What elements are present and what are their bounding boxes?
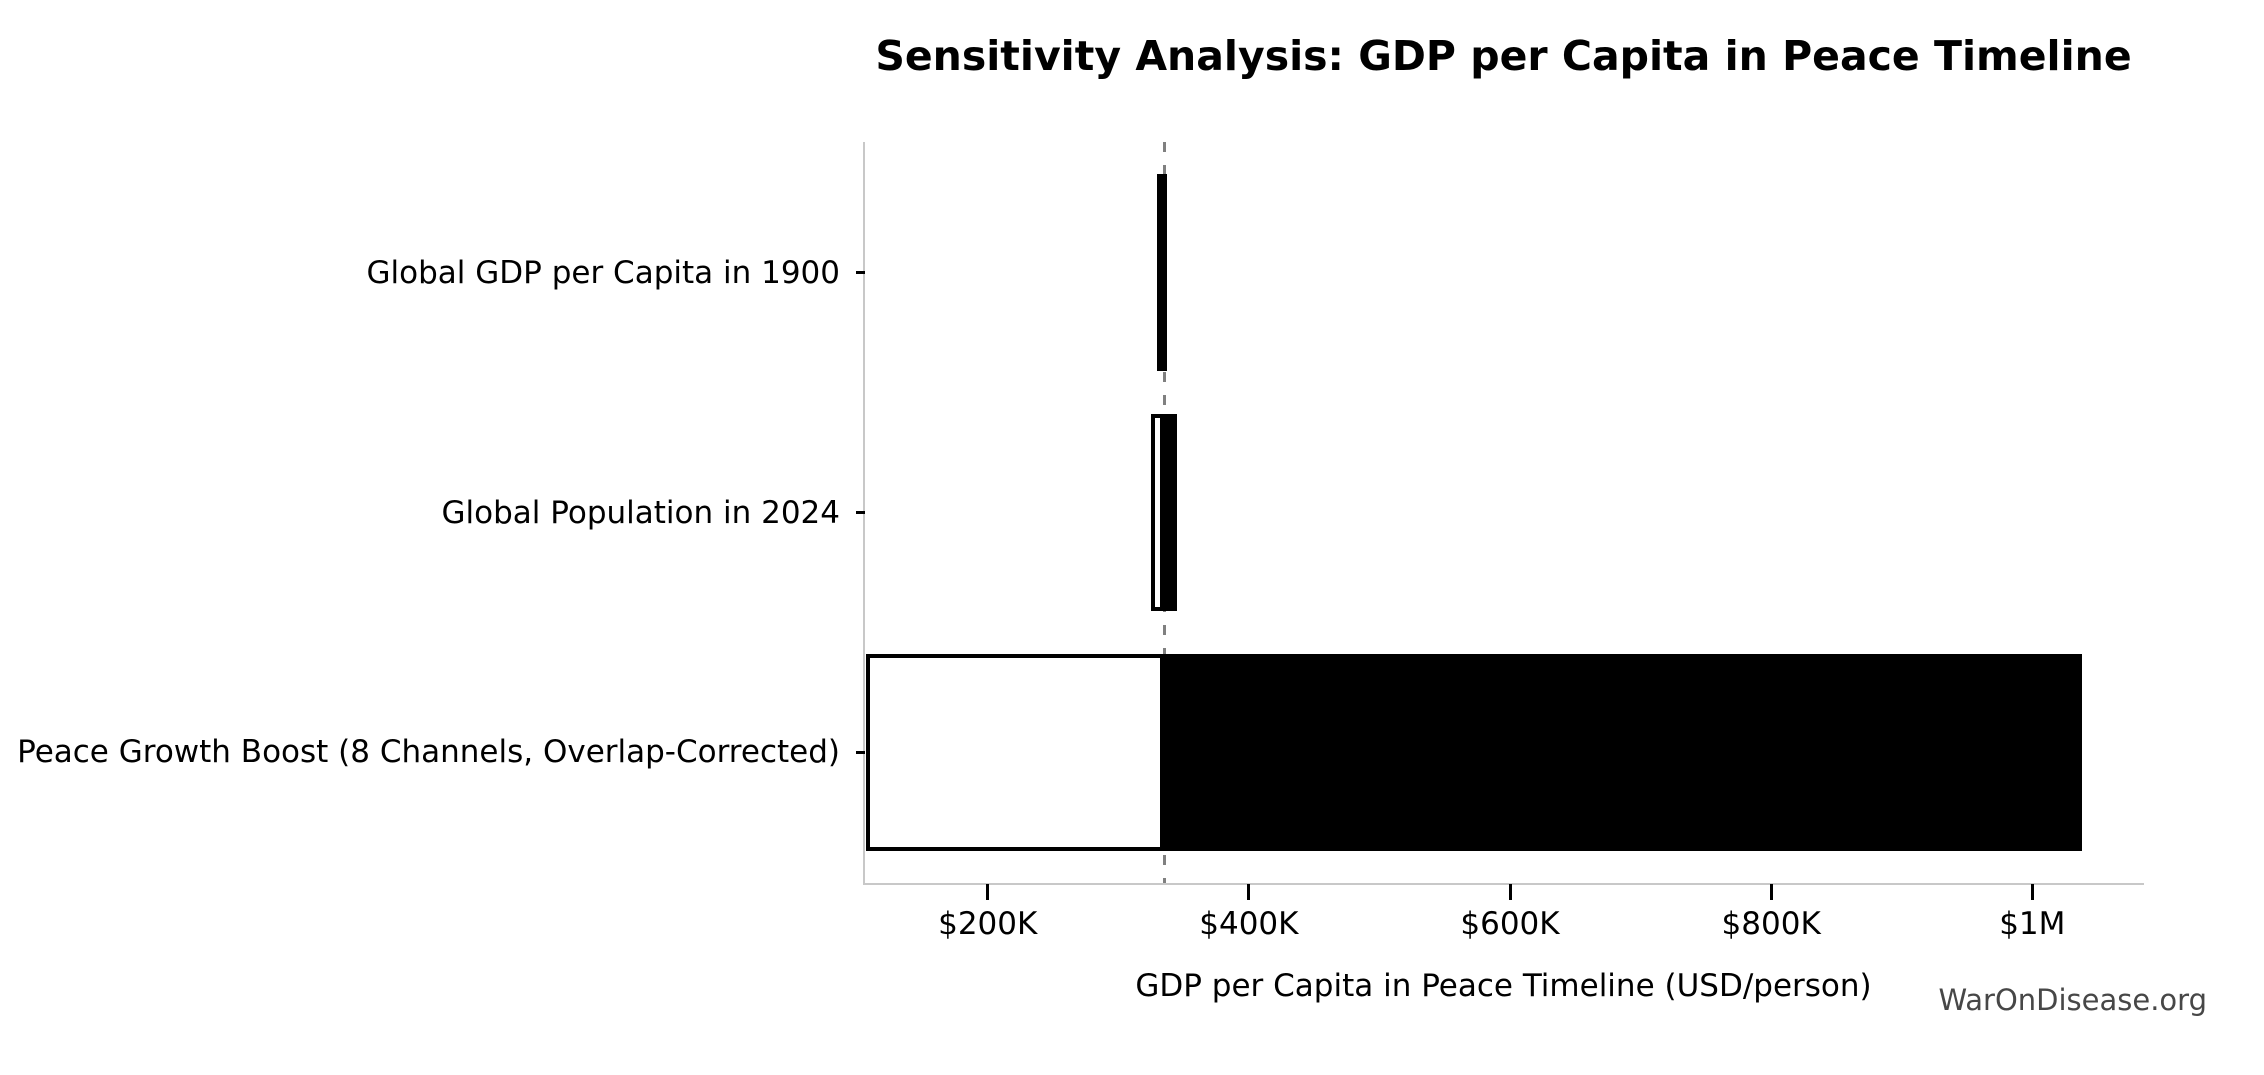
x-axis-tick-mark — [2030, 884, 2034, 900]
x-axis-tick-mark — [1247, 884, 1251, 900]
x-axis-tick-label: $200K — [938, 906, 1038, 942]
x-axis-tick-label: $800K — [1721, 906, 1821, 942]
x-axis-label: GDP per Capita in Peace Timeline (USD/pe… — [1135, 968, 1872, 1004]
y-axis-category-label: Peace Growth Boost (8 Channels, Overlap-… — [17, 734, 840, 771]
y-axis-tick-mark — [856, 271, 865, 275]
watermark-text: WarOnDisease.org — [1938, 983, 2207, 1017]
y-axis-category-label: Global Population in 2024 — [441, 494, 840, 531]
bar-high-segment — [1164, 174, 1167, 371]
y-axis-category-label: Global GDP per Capita in 1900 — [366, 254, 840, 291]
x-axis-tick-mark — [986, 884, 990, 900]
x-axis-tick-mark — [1769, 884, 1773, 900]
bar-low-segment — [866, 654, 1164, 851]
y-axis-tick-mark — [856, 511, 865, 514]
x-axis-tick-mark — [1508, 884, 1512, 900]
y-axis-tick-mark — [856, 750, 865, 754]
bar-high-segment — [1164, 414, 1178, 611]
chart-title: Sensitivity Analysis: GDP per Capita in … — [875, 32, 2132, 80]
bar-low-segment — [1150, 414, 1164, 611]
bar-high-segment — [1164, 654, 2082, 851]
bar-low-segment — [1157, 174, 1166, 371]
x-axis-tick-label: $600K — [1460, 906, 1560, 942]
x-axis-tick-label: $400K — [1199, 906, 1299, 942]
x-axis-tick-label: $1M — [1999, 906, 2066, 942]
